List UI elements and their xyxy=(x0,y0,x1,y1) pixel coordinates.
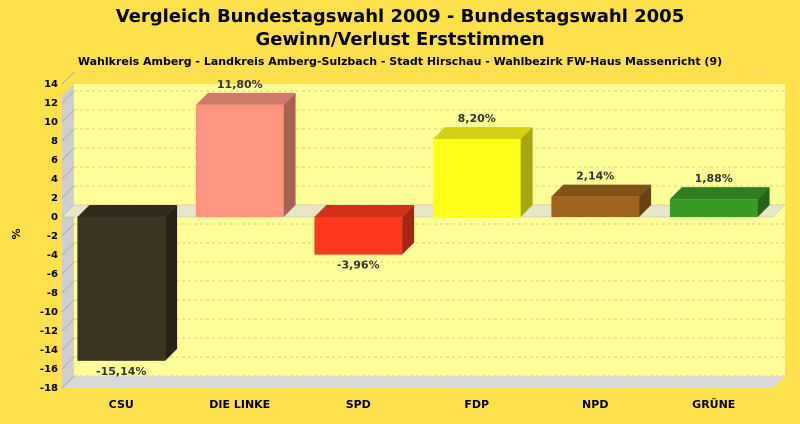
gridline-side xyxy=(61,128,75,142)
y-tick-label: -10 xyxy=(40,307,58,318)
bar-side xyxy=(520,127,533,217)
y-tick-label: 10 xyxy=(44,117,58,128)
gridline-side xyxy=(61,280,75,294)
bar-front xyxy=(314,217,403,255)
bar-npd xyxy=(551,184,652,217)
bar-top xyxy=(432,127,533,140)
data-label: 1,88% xyxy=(695,172,733,185)
data-label: -15,14% xyxy=(96,365,146,378)
y-tick-label: 14 xyxy=(44,79,58,90)
bar-top xyxy=(314,205,415,217)
gridline-side xyxy=(61,109,75,123)
y-tick-label: -2 xyxy=(47,231,58,242)
gridline-side xyxy=(61,337,75,351)
data-label: -3,96% xyxy=(337,259,380,272)
y-tick-label: -12 xyxy=(40,326,58,337)
gridline-side xyxy=(61,299,75,313)
bar-side xyxy=(639,184,652,217)
x-tick-label: CSU xyxy=(109,398,134,411)
y-tick-label: -6 xyxy=(47,269,58,280)
bar-top xyxy=(551,184,652,197)
gridline-side xyxy=(61,166,75,180)
y-tick-label: 6 xyxy=(51,155,58,166)
chart-title: Vergleich Bundestagswahl 2009 - Bundesta… xyxy=(116,6,684,27)
gridline-side xyxy=(61,185,75,199)
gridline-side xyxy=(61,223,75,237)
bar-front xyxy=(551,196,640,217)
x-tick-label: GRÜNE xyxy=(692,397,735,411)
y-tick-label: 12 xyxy=(44,98,58,109)
y-tick-label: 8 xyxy=(51,136,58,147)
gridline-side xyxy=(61,356,75,370)
bar-front xyxy=(77,217,166,361)
bar-side xyxy=(165,205,178,361)
y-tick-label: -4 xyxy=(47,250,58,261)
gridline-side xyxy=(61,375,75,389)
gridline-side xyxy=(61,261,75,275)
bar-side xyxy=(402,205,415,255)
gridline-side xyxy=(61,71,75,85)
y-tick-label: -8 xyxy=(47,288,58,299)
y-tick-label: -16 xyxy=(40,364,58,375)
y-tick-label: 2 xyxy=(51,193,58,204)
plot-floor xyxy=(62,376,785,388)
bar-side xyxy=(283,92,296,217)
y-tick-label: 0 xyxy=(51,212,58,223)
x-tick-label: FDP xyxy=(464,398,489,411)
chart-subsubtitle: Wahlkreis Amberg - Landkreis Amberg-Sulz… xyxy=(78,55,722,68)
bar-gr-ne xyxy=(669,187,770,217)
bar-die-linke xyxy=(195,92,296,217)
chart-subtitle: Gewinn/Verlust Erststimmen xyxy=(255,29,544,50)
gridline-side xyxy=(61,147,75,161)
data-label: 8,20% xyxy=(458,112,496,125)
bar-front xyxy=(432,139,521,217)
plot-area: 14 12 10 8 6 4 2 0 -2 -4 -6 -8 -10 -12 -14 -16 -18 -15,14… xyxy=(40,71,786,411)
y-tick-label: 4 xyxy=(51,174,58,185)
bar-csu xyxy=(77,205,178,361)
plot-left-wall xyxy=(62,84,74,388)
bar-side xyxy=(757,187,770,217)
y-tick-label: -14 xyxy=(40,345,58,356)
bar-top xyxy=(77,205,178,217)
bar-front xyxy=(669,199,758,217)
bar-fdp xyxy=(432,127,533,217)
gridline-side xyxy=(61,318,75,332)
y-tick-label: -18 xyxy=(40,383,58,394)
gridline-side xyxy=(61,242,75,256)
x-tick-label: DIE LINKE xyxy=(209,398,270,411)
data-label: 11,80% xyxy=(217,78,263,91)
data-label: 2,14% xyxy=(576,170,614,183)
x-tick-label: NPD xyxy=(582,398,608,411)
y-axis-label: % xyxy=(10,228,23,239)
gridline-side xyxy=(61,90,75,104)
bar-front xyxy=(195,104,284,217)
plot-back-wall xyxy=(74,84,785,376)
bar-spd xyxy=(314,205,415,255)
bar-top xyxy=(195,92,296,105)
x-tick-label: SPD xyxy=(346,398,371,411)
bar-top xyxy=(669,187,770,200)
